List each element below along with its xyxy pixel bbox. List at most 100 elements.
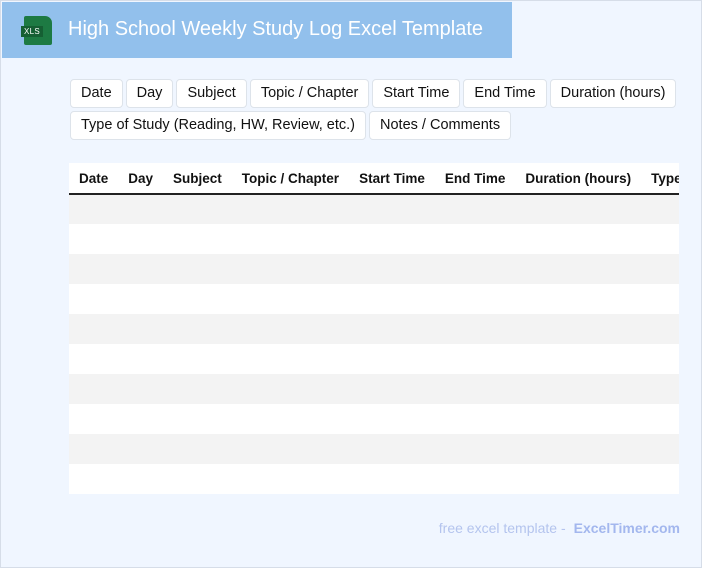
- table-cell[interactable]: [515, 464, 641, 494]
- xls-icon-label: XLS: [21, 26, 44, 37]
- table-cell[interactable]: [163, 434, 232, 464]
- table-cell[interactable]: [118, 374, 164, 404]
- footer-text: free excel template -: [438, 520, 566, 536]
- table-row: [69, 434, 679, 464]
- table-cell[interactable]: [349, 404, 435, 434]
- table-cell[interactable]: [232, 344, 349, 374]
- table-cell[interactable]: [69, 254, 119, 284]
- table-cell[interactable]: [435, 224, 516, 254]
- table-cell[interactable]: [163, 224, 232, 254]
- table-cell[interactable]: [434, 434, 516, 464]
- column-chip[interactable]: Duration (hours): [549, 79, 677, 108]
- table-cell[interactable]: [231, 314, 350, 344]
- table-row: [69, 404, 679, 434]
- table-cell[interactable]: [69, 344, 118, 374]
- table-cell[interactable]: [641, 224, 679, 254]
- table-cell[interactable]: [118, 194, 164, 224]
- table-row: [69, 194, 679, 224]
- table-cell[interactable]: [434, 314, 516, 344]
- column-chip[interactable]: Subject: [176, 79, 247, 108]
- footer-brand-link[interactable]: ExcelTimer.com: [573, 520, 680, 536]
- column-chip[interactable]: End Time: [463, 79, 547, 108]
- table-cell[interactable]: [232, 464, 349, 494]
- table-cell[interactable]: [434, 374, 516, 404]
- table-cell[interactable]: [118, 344, 163, 374]
- table-cell[interactable]: [641, 464, 679, 494]
- table-cell[interactable]: [515, 314, 642, 344]
- table-cell[interactable]: [515, 344, 641, 374]
- table-cell[interactable]: [69, 404, 118, 434]
- table-cell[interactable]: [641, 374, 679, 404]
- table-cell[interactable]: [231, 374, 350, 404]
- table-cell[interactable]: [118, 314, 164, 344]
- table-cell[interactable]: [349, 284, 435, 314]
- table-cell[interactable]: [641, 344, 679, 374]
- table-cell[interactable]: [118, 224, 163, 254]
- table-cell[interactable]: [69, 194, 119, 224]
- table-cell[interactable]: [69, 314, 119, 344]
- table-cell[interactable]: [118, 464, 163, 494]
- table-cell[interactable]: [434, 194, 516, 224]
- table-row: [69, 464, 679, 494]
- table-cell[interactable]: [69, 224, 118, 254]
- table-cell[interactable]: [515, 434, 642, 464]
- table-cell[interactable]: [349, 344, 435, 374]
- table-cell[interactable]: [118, 434, 164, 464]
- table-cell[interactable]: [163, 344, 232, 374]
- column-header: Subject: [163, 163, 232, 195]
- column-header: Start Time: [349, 163, 435, 195]
- table-cell[interactable]: [641, 284, 679, 314]
- table-cell[interactable]: [232, 404, 349, 434]
- table-cell[interactable]: [641, 434, 679, 464]
- table-cell[interactable]: [515, 284, 641, 314]
- table-cell[interactable]: [69, 434, 119, 464]
- table-cell[interactable]: [163, 284, 232, 314]
- table-cell[interactable]: [349, 434, 435, 464]
- table-cell[interactable]: [515, 374, 642, 404]
- table-cell[interactable]: [163, 404, 232, 434]
- table-cell[interactable]: [515, 194, 642, 224]
- table-cell[interactable]: [515, 404, 641, 434]
- table-cell[interactable]: [641, 404, 679, 434]
- table-cell[interactable]: [349, 194, 435, 224]
- table-cell[interactable]: [349, 254, 435, 284]
- table-cell[interactable]: [69, 464, 118, 494]
- table-cell[interactable]: [349, 314, 435, 344]
- column-chip[interactable]: Start Time: [372, 79, 461, 108]
- table-cell[interactable]: [163, 314, 232, 344]
- table-cell[interactable]: [232, 284, 349, 314]
- xls-file-icon: XLS: [21, 16, 52, 45]
- table-cell[interactable]: [349, 224, 435, 254]
- table-cell[interactable]: [163, 194, 232, 224]
- table-cell[interactable]: [641, 254, 679, 284]
- table-cell[interactable]: [163, 374, 232, 404]
- table-cell[interactable]: [435, 344, 516, 374]
- table-cell[interactable]: [515, 224, 641, 254]
- table-cell[interactable]: [163, 254, 232, 284]
- table-cell[interactable]: [231, 434, 350, 464]
- table-cell[interactable]: [641, 194, 679, 224]
- table-cell[interactable]: [69, 374, 119, 404]
- table-cell[interactable]: [232, 224, 349, 254]
- table-cell[interactable]: [349, 464, 435, 494]
- table-cell[interactable]: [349, 374, 435, 404]
- column-chip[interactable]: Date: [70, 79, 123, 108]
- table-cell[interactable]: [163, 464, 232, 494]
- table-cell[interactable]: [515, 254, 642, 284]
- column-chip[interactable]: Topic / Chapter: [249, 79, 370, 108]
- table-cell[interactable]: [118, 404, 163, 434]
- table-cell[interactable]: [231, 254, 350, 284]
- table-cell[interactable]: [118, 254, 164, 284]
- table-cell[interactable]: [435, 404, 516, 434]
- table-cell[interactable]: [435, 284, 516, 314]
- table-cell[interactable]: [434, 254, 516, 284]
- table-cell[interactable]: [231, 194, 350, 224]
- table-cell[interactable]: [118, 284, 163, 314]
- column-chip[interactable]: Type of Study (Reading, HW, Review, etc.…: [70, 111, 367, 140]
- table-cell[interactable]: [435, 464, 516, 494]
- column-chip[interactable]: Notes / Comments: [369, 111, 512, 140]
- table-cell[interactable]: [641, 314, 679, 344]
- column-chip[interactable]: Day: [125, 79, 174, 108]
- table-cell[interactable]: [69, 284, 118, 314]
- column-header: Duration (hours): [515, 163, 642, 195]
